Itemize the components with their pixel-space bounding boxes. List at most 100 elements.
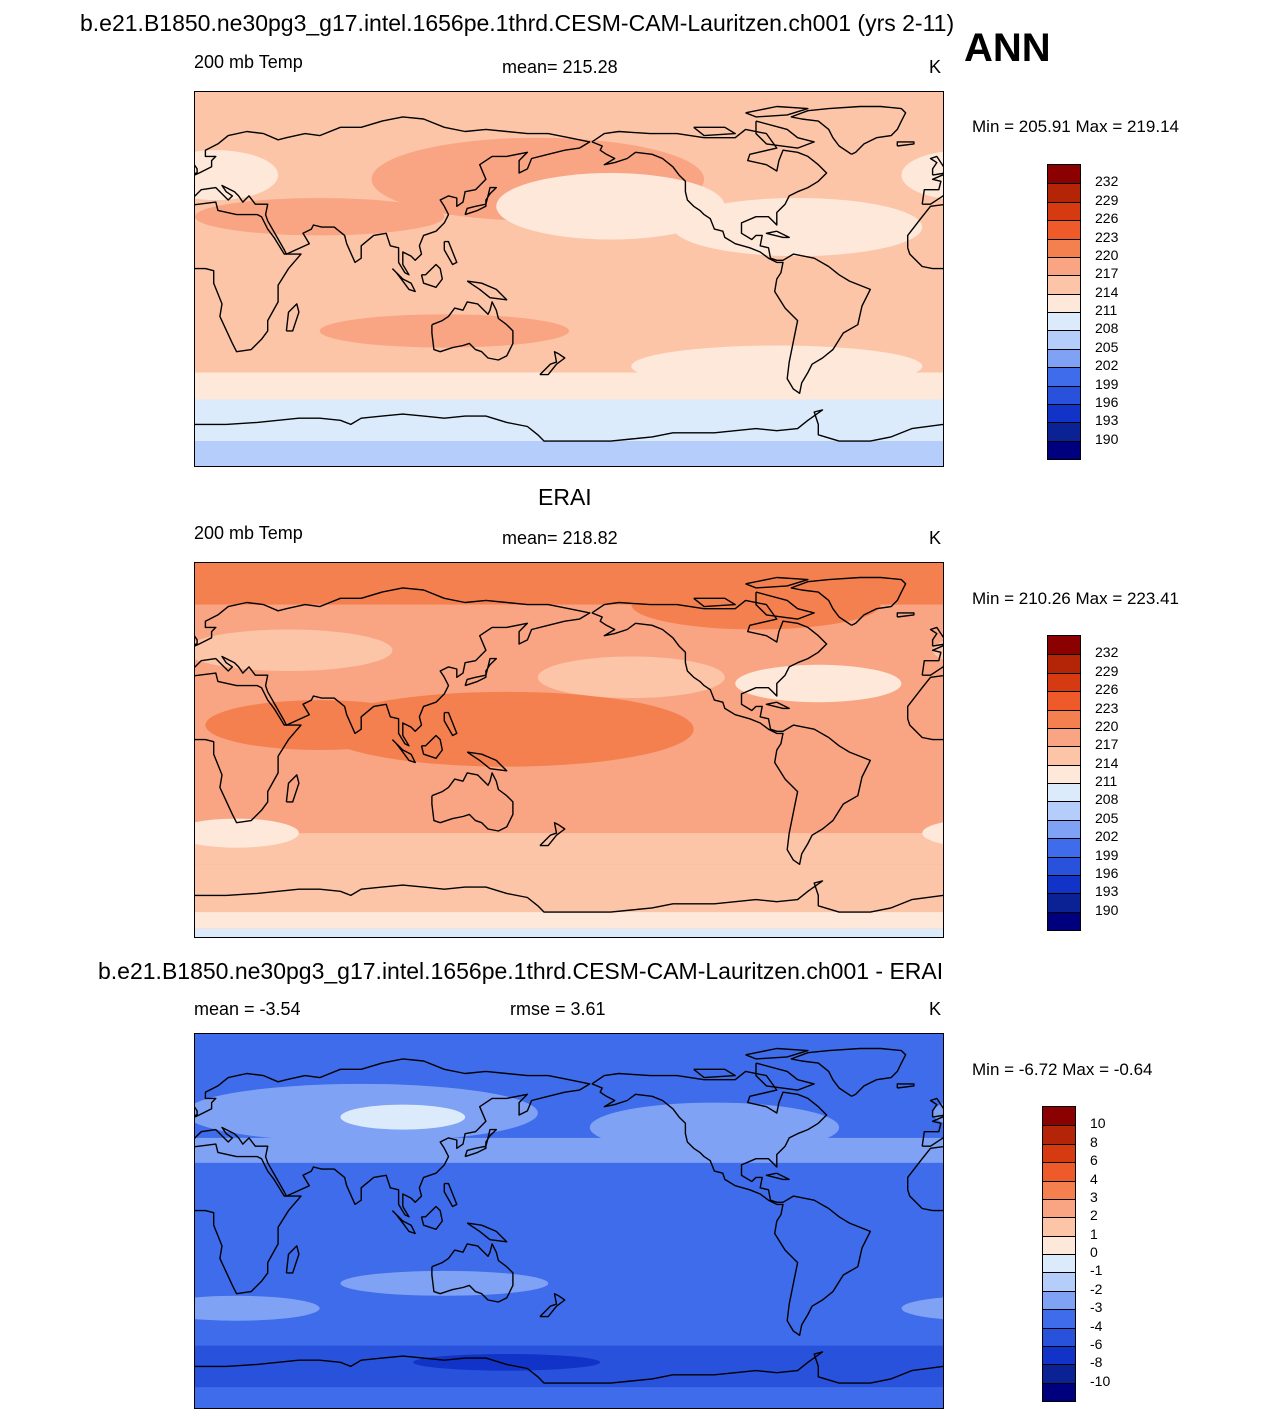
panel-diff-coastline [195, 1143, 302, 1295]
panel-model-map [194, 91, 944, 467]
panel-model-coastline [431, 301, 514, 361]
colorbar-swatch [1043, 1382, 1075, 1401]
panel-model-coastline [285, 303, 300, 332]
panel-obs-coastline [539, 822, 566, 847]
colorbar-tick-label: -3 [1090, 1299, 1103, 1316]
panel-model-coastline [755, 120, 815, 149]
colorbar-tick-label: 232 [1095, 644, 1119, 661]
panel-obs-contour-region [319, 691, 694, 767]
colorbar-swatch [1048, 911, 1080, 930]
colorbar-tick-label: 10 [1090, 1115, 1106, 1132]
panel-diff-contour-region [195, 1295, 320, 1321]
colorbar-swatch [1048, 330, 1080, 349]
panel-model-mean-label: mean= 215.28 [502, 57, 618, 77]
colorbar-tick-label: 8 [1090, 1133, 1098, 1150]
colorbar-swatch [1048, 783, 1080, 802]
colorbar-tick-label: 214 [1095, 283, 1119, 300]
panel-diff-coastline [693, 1068, 736, 1079]
colorbar-swatch [1043, 1254, 1075, 1273]
panel-obs-contour-region [922, 822, 943, 844]
panel-model-coastline [591, 128, 871, 394]
colorbar-swatch [1048, 727, 1080, 747]
colorbar-swatch [1048, 403, 1080, 423]
colorbar-tick-label: 4 [1090, 1170, 1098, 1187]
colorbar-swatch [1048, 183, 1080, 202]
panel-obs-coastline [195, 587, 591, 747]
colorbar-swatch [1043, 1345, 1075, 1365]
panel-diff-rmse-label: rmse = 3.61 [510, 999, 606, 1019]
panel-obs-title: ERAI [538, 484, 592, 510]
panel-obs-coastline [443, 711, 458, 737]
panel-obs-left-label: 200 mb Temp [194, 523, 303, 543]
panel-diff-coastline [420, 1205, 443, 1230]
panel-model-contour-region [319, 314, 569, 348]
colorbar-tick-label: 208 [1095, 320, 1119, 337]
panel-diff-contour-region [901, 1297, 943, 1320]
panel-model-map-svg [195, 92, 943, 466]
colorbar-tick-label: -10 [1090, 1372, 1111, 1389]
panel-diff-colorbar [1042, 1106, 1076, 1402]
colorbar-tick-label: 208 [1095, 791, 1119, 808]
panel-model-units-label: K [929, 57, 942, 77]
colorbar-tick-label: 190 [1095, 430, 1119, 447]
season-label: ANN [964, 26, 1051, 70]
panel-obs-contour-region [205, 700, 434, 750]
panel-obs-contour-band [195, 928, 943, 937]
colorbar-tick-label: 229 [1095, 662, 1119, 679]
panel-obs-coastline [896, 612, 915, 618]
panel-diff-minmax: Min = -6.72 Max = -0.64 [972, 1060, 1153, 1079]
panel-diff-contour-region [340, 1104, 466, 1130]
colorbar-tick-label: 223 [1095, 699, 1119, 716]
panel-model-minmax: Min = 205.91 Max = 219.14 [972, 117, 1179, 136]
panel-model-coastline [569, 409, 943, 442]
panel-obs-coastline [693, 597, 736, 608]
colorbar-swatch [1048, 874, 1080, 894]
panel-model-coastline [745, 105, 809, 118]
panel-diff-contour-region [589, 1102, 840, 1153]
colorbar-tick-label: 211 [1095, 773, 1118, 789]
panel-diff-coastline [929, 1097, 943, 1118]
panel-diff-coastline [765, 1172, 790, 1181]
panel-diff-coastline [790, 1047, 907, 1097]
colorbar-swatch [1043, 1143, 1075, 1163]
colorbar-tick-label: -8 [1090, 1354, 1103, 1371]
colorbar-tick-label: 196 [1095, 393, 1119, 410]
colorbar-tick-label: 202 [1095, 357, 1119, 374]
colorbar-swatch [1048, 838, 1080, 857]
panel-model-coastline [443, 240, 458, 266]
panel-diff-contour-region [413, 1353, 601, 1371]
colorbar-tick-label: 232 [1095, 173, 1119, 190]
colorbar-tick-label: -4 [1090, 1317, 1103, 1334]
colorbar-swatch [1043, 1217, 1075, 1236]
colorbar-swatch [1043, 1364, 1075, 1383]
colorbar-tick-label: 190 [1095, 901, 1119, 918]
panel-diff-contour-band [195, 1387, 943, 1408]
panel-model-left-label: 200 mb Temp [194, 52, 303, 72]
panel-diff-coastline [755, 1062, 815, 1091]
colorbar-tick-label: 211 [1095, 302, 1118, 318]
panel-diff-contour-band [195, 1034, 943, 1072]
panel-diff-units-label: K [929, 999, 942, 1019]
panel-obs-mean-label: mean= 218.82 [502, 528, 618, 548]
panel-obs-contour-band [195, 864, 943, 913]
panel-obs-coastline [591, 599, 871, 865]
colorbar-swatch [1043, 1309, 1075, 1328]
colorbar-swatch [1043, 1162, 1075, 1181]
colorbar-tick-label: 199 [1095, 846, 1119, 863]
colorbar-swatch [1043, 1327, 1075, 1346]
panel-model-coastline [896, 141, 915, 147]
panel-diff-contour-band [195, 1137, 943, 1163]
panel-obs-map-svg [195, 563, 943, 937]
colorbar-tick-label: 199 [1095, 375, 1119, 392]
colorbar-swatch [1048, 746, 1080, 765]
panel-model-coastline [195, 164, 198, 175]
panel-obs-coastline [755, 591, 815, 620]
colorbar-tick-label: 205 [1095, 338, 1119, 355]
panel-model-contour-region [496, 173, 725, 240]
colorbar-tick-label: 3 [1090, 1188, 1098, 1205]
panel-model-coastline [693, 126, 736, 137]
panel-model-contour-band [195, 441, 943, 466]
panel-obs-map [194, 562, 944, 938]
panel-obs-coastline [195, 635, 198, 646]
colorbar-tick-label: 2 [1090, 1207, 1098, 1224]
